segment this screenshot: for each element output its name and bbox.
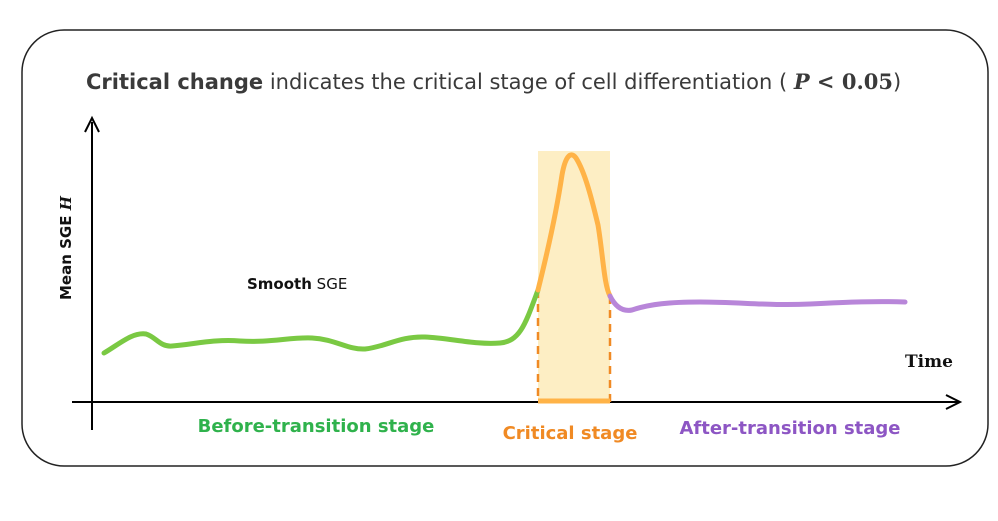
x-axis-label: Time: [905, 352, 953, 372]
x-axis-arrow: [945, 394, 963, 410]
before-transition-curve: [101, 287, 541, 356]
after-transition-curve: [607, 293, 908, 313]
critical-stage-label: Critical stage: [503, 423, 638, 444]
before-stage-label: Before-transition stage: [198, 416, 435, 437]
y-axis-label: Mean SGE H: [57, 195, 75, 300]
after-stage-label: After-transition stage: [679, 418, 900, 439]
y-axis-arrow: [84, 115, 100, 133]
critical-stage-band: [538, 151, 610, 402]
diagram-title: Critical change indicates the critical s…: [86, 69, 901, 94]
critical-curve: [535, 152, 613, 299]
smooth-sge-label: Smooth SGE: [247, 275, 347, 293]
diagram-frame: [21, 29, 989, 467]
